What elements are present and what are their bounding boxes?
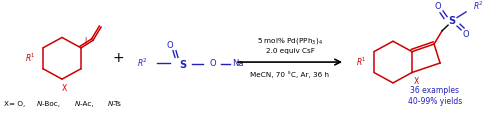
Text: -Boc,: -Boc, bbox=[42, 101, 62, 107]
Text: 5 mol% Pd(PPh$_3$)$_4$: 5 mol% Pd(PPh$_3$)$_4$ bbox=[257, 36, 323, 46]
Text: O: O bbox=[209, 59, 216, 68]
Text: $\it{N}$: $\it{N}$ bbox=[36, 99, 43, 108]
Text: S: S bbox=[448, 16, 456, 26]
Text: O: O bbox=[462, 30, 469, 39]
Text: -Ac,: -Ac, bbox=[80, 101, 96, 107]
Text: X= O,: X= O, bbox=[4, 101, 28, 107]
Text: X: X bbox=[414, 77, 420, 86]
Text: $\it{N}$: $\it{N}$ bbox=[107, 99, 114, 108]
Text: Na: Na bbox=[232, 59, 243, 68]
Text: $\it{N}$: $\it{N}$ bbox=[74, 99, 81, 108]
Text: $\it{R}$$^2$: $\it{R}$$^2$ bbox=[473, 0, 484, 12]
Text: $\it{R}$$^1$: $\it{R}$$^1$ bbox=[24, 52, 35, 64]
Text: X: X bbox=[62, 84, 66, 93]
Text: O: O bbox=[434, 2, 442, 11]
Text: I: I bbox=[84, 37, 86, 46]
Text: S: S bbox=[180, 60, 186, 70]
Text: 2.0 equiv CsF: 2.0 equiv CsF bbox=[266, 48, 314, 54]
Text: $\it{R}$$^2$: $\it{R}$$^2$ bbox=[136, 57, 147, 69]
Text: +: + bbox=[112, 51, 124, 65]
Text: $\it{R}$$^1$: $\it{R}$$^1$ bbox=[356, 56, 366, 68]
Text: MeCN, 70 °C, Ar, 36 h: MeCN, 70 °C, Ar, 36 h bbox=[250, 71, 330, 78]
Text: -Ts: -Ts bbox=[113, 101, 122, 107]
Text: 40-99% yields: 40-99% yields bbox=[408, 97, 462, 106]
Text: O: O bbox=[166, 41, 173, 50]
Text: 36 examples: 36 examples bbox=[410, 86, 460, 95]
